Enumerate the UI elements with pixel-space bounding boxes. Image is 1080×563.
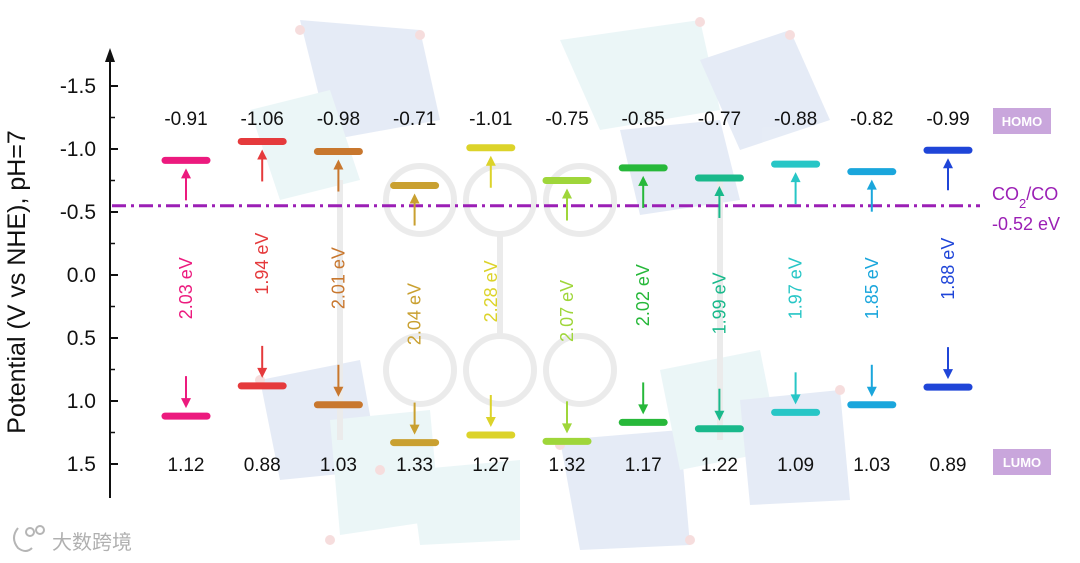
up-arrow-icon bbox=[943, 158, 953, 169]
y-tick-label: 0.5 bbox=[67, 327, 96, 350]
down-arrow-icon bbox=[562, 423, 572, 434]
y-tick-label: 1.5 bbox=[67, 453, 96, 476]
top-value-label: -0.85 bbox=[622, 109, 665, 130]
y-axis-arrow-icon bbox=[105, 48, 115, 62]
top-value-label: -0.82 bbox=[850, 109, 893, 130]
watermark-text: 大数跨境 bbox=[52, 530, 132, 554]
y-tick-label: -1.5 bbox=[60, 75, 96, 98]
top-value-label: -0.99 bbox=[926, 109, 969, 130]
bottom-value-label: 1.09 bbox=[777, 455, 814, 476]
band-gap-label: 2.07 eV bbox=[557, 280, 577, 342]
band-gap-label: 1.88 eV bbox=[938, 238, 958, 300]
up-arrow-icon bbox=[333, 159, 344, 170]
y-tick-label: -0.5 bbox=[60, 201, 96, 224]
watermark-logo-icon bbox=[13, 525, 45, 552]
top-value-label: -0.98 bbox=[317, 109, 360, 130]
top-value-label: -0.75 bbox=[545, 109, 588, 130]
watermark: 大数跨境 bbox=[13, 525, 132, 554]
bottom-value-label: 0.89 bbox=[930, 455, 967, 476]
reference-line-group: CO2/CO -0.52 eV bbox=[112, 184, 1060, 234]
band-column: -0.85 1.17 2.02 eV bbox=[618, 109, 668, 476]
bottom-value-label: 1.27 bbox=[472, 455, 509, 476]
band-column: -0.75 1.32 2.07 eV bbox=[542, 109, 592, 476]
up-arrow-icon bbox=[181, 168, 191, 179]
bottom-value-label: 1.33 bbox=[396, 455, 433, 476]
up-arrow-icon bbox=[409, 193, 420, 204]
y-tick-label: 0.0 bbox=[67, 264, 96, 287]
bottom-value-label: 1.12 bbox=[168, 455, 205, 476]
band-gap-label: 2.28 eV bbox=[481, 260, 501, 322]
band-column: -0.99 0.89 1.88 eV bbox=[923, 109, 973, 476]
bottom-value-label: 1.03 bbox=[853, 455, 890, 476]
down-arrow-icon bbox=[409, 424, 420, 435]
down-arrow-icon bbox=[638, 404, 649, 415]
band-column: -1.06 0.88 1.94 eV bbox=[237, 109, 287, 476]
top-value-label: -1.01 bbox=[469, 109, 512, 130]
top-value-label: -1.06 bbox=[241, 109, 284, 130]
bottom-value-label: 1.17 bbox=[625, 455, 662, 476]
down-arrow-icon bbox=[790, 394, 801, 405]
band-gap-label: 1.99 eV bbox=[709, 272, 729, 334]
band-gap-label: 2.02 eV bbox=[633, 264, 653, 326]
band-gap-label: 2.04 eV bbox=[405, 283, 425, 345]
homo-tag-text: HOMO bbox=[1002, 114, 1042, 129]
down-arrow-icon bbox=[943, 369, 953, 380]
down-arrow-icon bbox=[333, 386, 344, 397]
bottom-value-label: 1.22 bbox=[701, 455, 738, 476]
up-arrow-icon bbox=[485, 155, 496, 166]
y-tick-label: -1.0 bbox=[60, 138, 96, 161]
band-gap-label: 1.94 eV bbox=[252, 233, 272, 295]
up-arrow-icon bbox=[866, 179, 877, 190]
y-tick-label: 1.0 bbox=[67, 390, 96, 413]
band-column: -0.88 1.09 1.97 eV bbox=[771, 109, 821, 476]
up-arrow-icon bbox=[790, 172, 801, 183]
reference-label: CO2/CO bbox=[992, 184, 1058, 211]
up-arrow-icon bbox=[638, 175, 649, 186]
band-gap-label: 2.01 eV bbox=[328, 247, 348, 309]
series-group: -0.91 1.12 2.03 eV -1.06 0.88 1.94 eV -0.98 1.0… bbox=[161, 109, 973, 476]
band-column: -1.01 1.27 2.28 eV bbox=[466, 109, 516, 476]
band-gap-label: 1.97 eV bbox=[786, 257, 806, 319]
bottom-value-label: 1.03 bbox=[320, 455, 357, 476]
top-value-label: -0.88 bbox=[774, 109, 817, 130]
band-column: -0.82 1.03 1.85 eV bbox=[847, 109, 897, 476]
y-axis: -1.5 -1.0 -0.5 0.0 0.5 1.0 1.5 bbox=[60, 48, 118, 498]
band-gap-label: 1.85 eV bbox=[862, 257, 882, 319]
lumo-tag: LUMO bbox=[993, 449, 1051, 475]
homo-tag: HOMO bbox=[993, 108, 1051, 134]
down-arrow-icon bbox=[866, 386, 877, 397]
bottom-value-label: 0.88 bbox=[244, 455, 281, 476]
down-arrow-icon bbox=[257, 367, 268, 378]
top-value-label: -0.91 bbox=[164, 109, 207, 130]
top-value-label: -0.71 bbox=[393, 109, 436, 130]
down-arrow-icon bbox=[714, 410, 725, 421]
band-column: -0.71 1.33 2.04 eV bbox=[390, 109, 440, 476]
top-value-label: -0.77 bbox=[698, 109, 741, 130]
band-column: -0.91 1.12 2.03 eV bbox=[161, 109, 211, 476]
band-gap-label: 2.03 eV bbox=[176, 257, 196, 319]
band-column: -0.98 1.03 2.01 eV bbox=[313, 109, 363, 476]
lumo-tag-text: LUMO bbox=[1003, 455, 1041, 470]
reference-value-label: -0.52 eV bbox=[992, 214, 1060, 234]
bottom-value-label: 1.32 bbox=[549, 455, 586, 476]
band-column: -0.77 1.22 1.99 eV bbox=[694, 109, 744, 476]
down-arrow-icon bbox=[181, 398, 191, 409]
up-arrow-icon bbox=[257, 149, 268, 160]
y-axis-label: Potential (V vs NHE), pH=7 bbox=[3, 130, 31, 434]
up-arrow-icon bbox=[562, 188, 572, 199]
down-arrow-icon bbox=[485, 417, 496, 428]
up-arrow-icon bbox=[714, 185, 725, 196]
